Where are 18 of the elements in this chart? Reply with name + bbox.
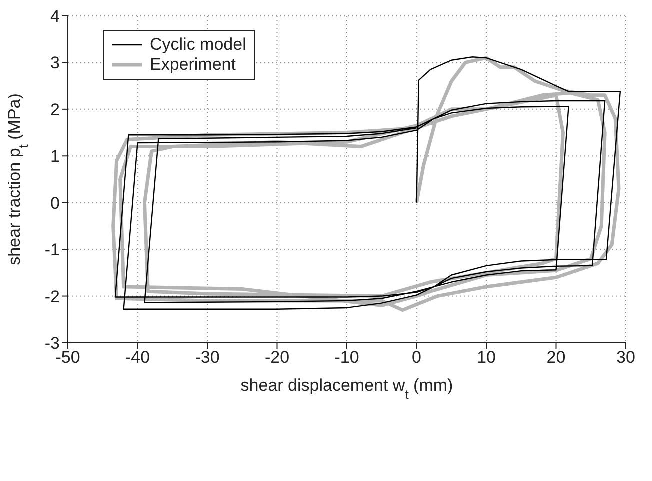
x-tick-label: 0 — [412, 348, 422, 368]
y-tick-label: -1 — [44, 240, 60, 260]
y-tick-label: 3 — [50, 54, 60, 73]
x-tick-label: 10 — [477, 348, 496, 368]
x-tick-label: -10 — [334, 348, 360, 368]
y-tick-label: 4 — [50, 7, 60, 26]
y-tick-label: 2 — [50, 100, 60, 120]
x-tick-label: -30 — [195, 348, 220, 368]
x-axis-title: shear displacement w$_{t}$ (mm) — [240, 376, 454, 402]
y-tick-label: -2 — [44, 287, 60, 306]
legend-label: Experiment — [150, 55, 236, 75]
x-tick-label: -40 — [125, 348, 150, 368]
y-tick-label: 1 — [50, 147, 60, 166]
y-tick-label: 0 — [50, 194, 60, 213]
legend-label: Cyclic model — [150, 35, 246, 55]
x-tick-label: 30 — [616, 348, 636, 368]
x-tick-label: 20 — [546, 348, 566, 368]
x-tick-label: -20 — [264, 348, 290, 368]
